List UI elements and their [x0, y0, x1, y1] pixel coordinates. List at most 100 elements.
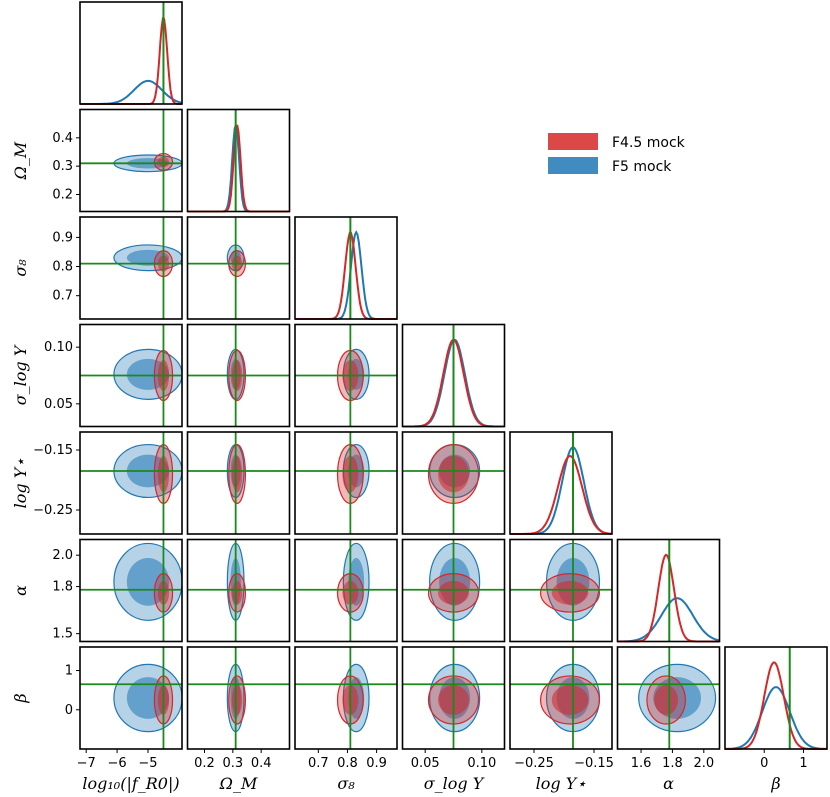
contours [187, 432, 290, 534]
panel-om-slogy [186, 323, 291, 428]
marginal-red-om [187, 124, 290, 213]
y-axis-label-s8: σ₈ [11, 259, 30, 277]
y-tick-label-s8: 0.9 [52, 230, 73, 245]
panel-frame [79, 108, 183, 213]
x-tick-label-s8: 0.7 [308, 756, 329, 771]
x-axis-label-om: Ω_M [219, 774, 258, 793]
y-tick-label-logy: −0.25 [33, 503, 73, 518]
legend-label-0: F4.5 mock [612, 135, 686, 151]
contours [187, 647, 290, 749]
y-tick-label-slogy: 0.05 [44, 397, 73, 412]
panel-om-beta [186, 646, 291, 750]
panel-s8-alpha [294, 538, 398, 643]
diag-panel-fr0 [79, 1, 183, 105]
panel-frame [186, 216, 291, 320]
marginal-blue-s8 [295, 230, 397, 320]
x-tick-label-om: 0.2 [194, 756, 215, 771]
x-tick-label-alpha: 2.0 [693, 756, 714, 771]
panel-logy-alpha [509, 538, 613, 643]
x-axis-label-beta: β [770, 774, 780, 793]
x-tick-label-slogy: 0.10 [467, 756, 496, 771]
contour-68-red [551, 580, 589, 605]
legend-swatch-1 [548, 157, 598, 174]
y-tick-label-s8: 0.7 [52, 289, 73, 304]
panel-slogy-alpha [401, 538, 506, 643]
contours [187, 217, 290, 319]
panel-frame [79, 1, 183, 105]
panel-alpha-beta [616, 646, 721, 750]
panel-fr0-logy [79, 431, 183, 535]
panel-frame [186, 646, 291, 750]
panel-s8-logy [294, 431, 398, 535]
panel-om-logy [186, 431, 291, 535]
panel-fr0-beta [79, 646, 183, 750]
y-axis-label-beta: β [11, 693, 30, 703]
x-tick-label-logy: −0.25 [514, 756, 554, 771]
x-tick-label-beta: 0 [760, 756, 768, 771]
y-tick-label-beta: 1 [65, 664, 73, 679]
panel-om-s8 [186, 216, 291, 320]
panel-frame [294, 323, 398, 428]
panel-frame [616, 646, 721, 750]
x-axis-label-s8: σ₈ [337, 774, 355, 793]
y-tick-label-alpha: 1.8 [52, 580, 73, 595]
panel-frame [186, 108, 291, 213]
contour-68-red [231, 580, 243, 605]
panel-frame [509, 538, 613, 643]
contours [187, 539, 290, 642]
panel-frame [79, 538, 183, 643]
y-tick-label-slogy: 0.10 [44, 340, 73, 355]
contours [402, 647, 505, 749]
panel-frame [186, 431, 291, 535]
panel-frame [294, 431, 398, 535]
panel-slogy-logy [401, 431, 506, 535]
panel-frame [294, 538, 398, 643]
diag-panel-s8 [294, 216, 398, 320]
diag-panel-slogy [401, 323, 506, 428]
panel-frame [79, 646, 183, 750]
panel-frame [724, 646, 828, 750]
x-tick-label-om: 0.3 [222, 756, 243, 771]
x-axis-label-alpha: α [663, 774, 674, 793]
x-tick-label-logy: −0.15 [574, 756, 614, 771]
y-tick-label-om: 0.4 [52, 131, 73, 146]
x-tick-label-s8: 0.8 [337, 756, 358, 771]
contour-68-red [231, 685, 243, 715]
contours [295, 324, 397, 427]
contours [80, 324, 182, 427]
x-axis-label-fr0: log₁₀(|f_R0|) [82, 774, 179, 793]
y-tick-label-s8: 0.8 [52, 260, 73, 275]
x-tick-label-fr0: −5 [138, 756, 157, 771]
y-tick-label-alpha: 1.5 [52, 627, 73, 642]
y-axis-label-slogy: σ_log Y [11, 344, 30, 405]
contours [80, 432, 182, 534]
x-tick-label-s8: 0.9 [366, 756, 387, 771]
x-tick-label-fr0: −6 [108, 756, 127, 771]
y-tick-label-alpha: 2.0 [52, 548, 73, 563]
y-tick-label-logy: −0.15 [33, 443, 73, 458]
x-tick-label-beta: 1 [799, 756, 807, 771]
x-tick-label-slogy: 0.05 [411, 756, 440, 771]
x-tick-label-fr0: −7 [77, 756, 96, 771]
contour-68-red [551, 685, 589, 715]
contours [617, 647, 720, 749]
panel-frame [79, 216, 183, 320]
marginal-red-beta [725, 661, 827, 750]
contours [402, 539, 505, 642]
marginal-blue-fr0 [80, 79, 183, 105]
panel-frame [509, 646, 613, 750]
panel-frame [79, 323, 183, 428]
legend-swatch-0 [548, 133, 598, 150]
contours [80, 647, 182, 749]
y-axis-label-alpha: α [11, 585, 30, 596]
y-axis-label-logy: log Y⋆ [11, 458, 30, 509]
contours [295, 647, 397, 749]
contour-68-red [654, 685, 679, 715]
panel-frame [401, 323, 506, 428]
x-tick-label-alpha: 1.8 [662, 756, 683, 771]
x-axis-label-slogy: σ_log Y [424, 774, 485, 793]
panel-frame [616, 538, 721, 643]
contours [295, 539, 397, 642]
legend: F4.5 mock F5 mock [548, 133, 686, 175]
panel-om-alpha [186, 538, 291, 643]
